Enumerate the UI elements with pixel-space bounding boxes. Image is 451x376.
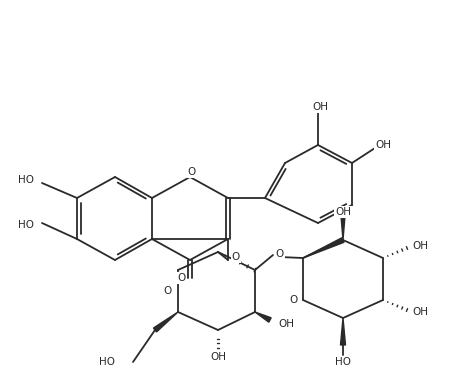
Polygon shape xyxy=(341,210,345,240)
Text: O: O xyxy=(276,249,284,259)
Polygon shape xyxy=(303,238,344,258)
Text: HO: HO xyxy=(18,175,34,185)
Text: OH: OH xyxy=(312,102,328,112)
Text: O: O xyxy=(289,295,297,305)
Text: OH: OH xyxy=(375,140,391,150)
Text: OH: OH xyxy=(278,319,294,329)
Text: HO: HO xyxy=(18,220,34,230)
Text: OH: OH xyxy=(335,207,351,217)
Polygon shape xyxy=(255,312,271,322)
Text: O: O xyxy=(178,273,186,283)
Polygon shape xyxy=(153,312,178,332)
Text: HO: HO xyxy=(335,357,351,367)
Text: HO: HO xyxy=(99,357,115,367)
Text: O: O xyxy=(232,252,240,262)
Text: O: O xyxy=(188,167,196,177)
Text: OH: OH xyxy=(412,307,428,317)
Text: OH: OH xyxy=(412,241,428,251)
Polygon shape xyxy=(341,318,345,345)
Text: OH: OH xyxy=(210,352,226,362)
Text: O: O xyxy=(163,286,171,296)
